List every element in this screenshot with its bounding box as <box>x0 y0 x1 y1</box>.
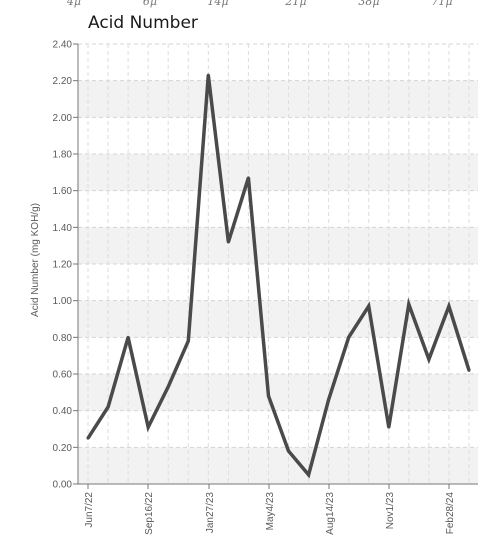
y-tick-label: 1.40 <box>53 223 73 234</box>
data-point <box>407 302 411 306</box>
y-tick-label: 2.20 <box>53 76 73 87</box>
x-tick-label: Feb28/24 <box>445 492 456 535</box>
data-point <box>126 335 130 339</box>
y-tick-label: 0.20 <box>53 443 73 454</box>
plot-band <box>78 154 478 191</box>
y-tick-label: 1.80 <box>53 150 73 161</box>
series-line <box>86 74 471 479</box>
data-point <box>186 339 190 343</box>
top-label: 14μ <box>207 0 228 8</box>
data-point <box>106 405 110 409</box>
chart-title: Acid Number <box>88 13 198 33</box>
top-label: 71μ <box>431 0 452 8</box>
y-tick-label: 0.00 <box>53 480 73 491</box>
x-tick-label: Sep16/22 <box>144 492 155 535</box>
y-tick-label: 0.80 <box>53 333 73 344</box>
series-layer <box>86 73 471 479</box>
data-point <box>226 240 230 244</box>
y-tick-label: 2.00 <box>53 113 73 124</box>
data-point <box>327 398 331 402</box>
data-point <box>427 357 431 361</box>
data-point <box>367 304 371 308</box>
data-point <box>246 176 250 180</box>
x-tick-labels: Jun7/22 Sep16/22 Jan27/23 May4/23 Aug14/23 No… <box>84 484 456 535</box>
data-point <box>307 473 311 477</box>
top-label: 38μ <box>358 0 379 8</box>
x-tick-label: Jun7/22 <box>84 492 95 528</box>
data-point <box>287 449 291 453</box>
data-point <box>387 425 391 429</box>
y-tick-label: 1.20 <box>53 260 73 271</box>
x-tick-label: Aug14/23 <box>325 492 336 535</box>
data-point <box>266 394 270 398</box>
y-tick-labels: 0.00 0.20 0.40 0.60 0.80 1.00 1.20 1.40 1.60 1.80… <box>53 40 73 491</box>
y-tick-label: 0.60 <box>53 370 73 381</box>
top-label: 4μ <box>66 0 81 8</box>
data-point <box>166 385 170 389</box>
y-axis-title: Acid Number (mg KOH/g) <box>30 203 41 317</box>
plot-bands <box>78 80 478 484</box>
y-tick-label: 0.40 <box>53 406 73 417</box>
x-tick-label: May4/23 <box>265 492 276 531</box>
data-point <box>347 335 351 339</box>
data-point <box>447 304 451 308</box>
data-point <box>86 436 90 440</box>
axes <box>77 44 478 485</box>
y-tick-label: 1.60 <box>53 186 73 197</box>
plot-band <box>78 227 478 264</box>
data-point <box>206 73 210 77</box>
top-label: 6μ <box>143 0 157 8</box>
x-tick-label: Jan27/23 <box>205 492 216 534</box>
data-point <box>467 368 471 372</box>
top-label: 21μ <box>284 0 306 8</box>
x-tick-label: Nov1/23 <box>385 492 396 530</box>
plot-band <box>78 447 478 484</box>
plot-band <box>78 80 478 118</box>
data-point <box>146 425 150 429</box>
y-tick-label: 2.40 <box>53 40 73 51</box>
top-labels: 4μ 6μ 14μ 21μ 38μ 71μ <box>66 0 453 8</box>
y-tick-label: 1.00 <box>53 296 73 307</box>
